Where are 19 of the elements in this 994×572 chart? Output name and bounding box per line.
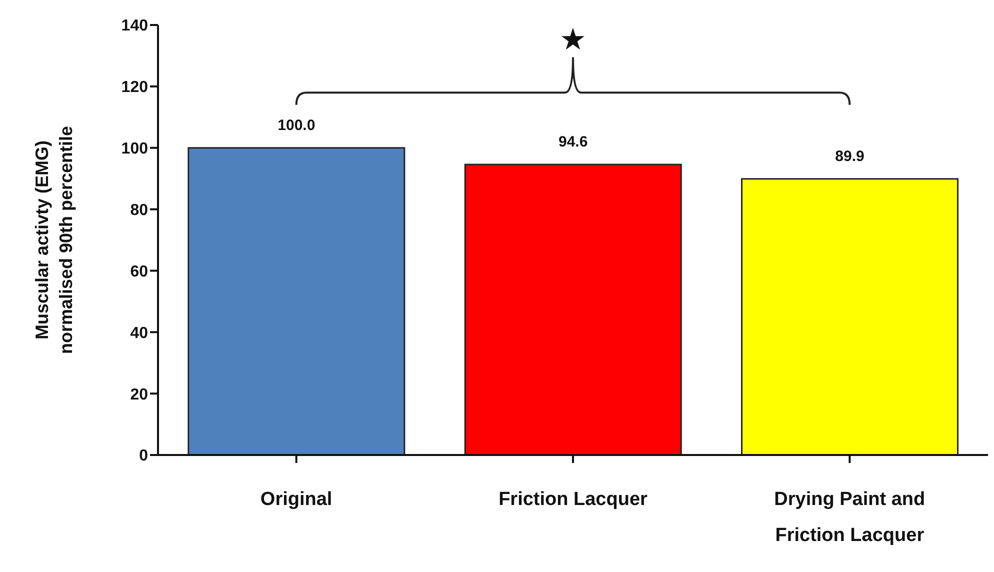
y-axis-title: Muscular activty (EMG) normalised 90th percentile <box>32 126 76 354</box>
y-tick-label: 20 <box>130 386 148 404</box>
data-label: 94.6 <box>558 133 588 150</box>
x-tick-label: Original <box>260 489 332 510</box>
bar <box>188 147 406 455</box>
y-tick-label: 100 <box>121 140 148 158</box>
x-tick-label: Drying Paint and Friction Lacquer <box>774 489 926 546</box>
y-tick-label: 60 <box>130 263 148 280</box>
data-label: 89.9 <box>835 148 864 165</box>
y-tick-label: 120 <box>121 79 148 96</box>
x-tick-label: Friction Lacquer <box>498 489 648 510</box>
y-tick-label: 40 <box>130 324 148 342</box>
y-tick-label: 140 <box>121 18 148 35</box>
bar <box>464 164 682 455</box>
data-label: 100.0 <box>278 116 316 134</box>
bar <box>741 178 959 455</box>
annotation: ★ <box>560 22 586 58</box>
y-tick-label: 0 <box>139 448 148 465</box>
y-tick-label: 80 <box>130 202 148 219</box>
